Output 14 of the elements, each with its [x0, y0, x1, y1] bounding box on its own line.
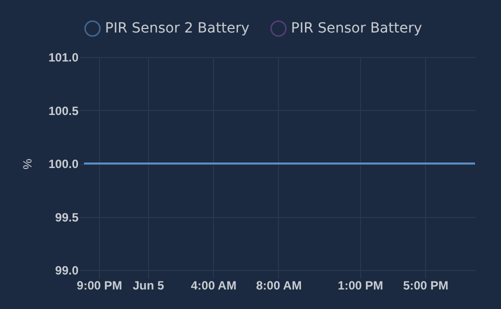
legend-label: PIR Sensor 2 Battery — [105, 20, 250, 37]
x-tick-label: 9:00 PM — [76, 278, 122, 292]
x-tick-label: Jun 5 — [132, 278, 164, 292]
y-tick-label: 101.0 — [48, 50, 79, 64]
y-tick-label: 99.0 — [55, 264, 79, 278]
x-tick-label: 1:00 PM — [338, 278, 384, 292]
legend-label: PIR Sensor Battery — [291, 20, 422, 37]
y-tick-label: 100.0 — [48, 157, 79, 171]
y-tick-label: 100.5 — [48, 104, 79, 118]
x-tick-label: 4:00 AM — [190, 278, 236, 292]
y-tick-label: 99.5 — [55, 210, 79, 224]
x-tick-label: 5:00 PM — [403, 278, 448, 292]
y-axis-title: % — [20, 158, 34, 170]
x-tick-label: 8:00 AM — [256, 278, 302, 292]
